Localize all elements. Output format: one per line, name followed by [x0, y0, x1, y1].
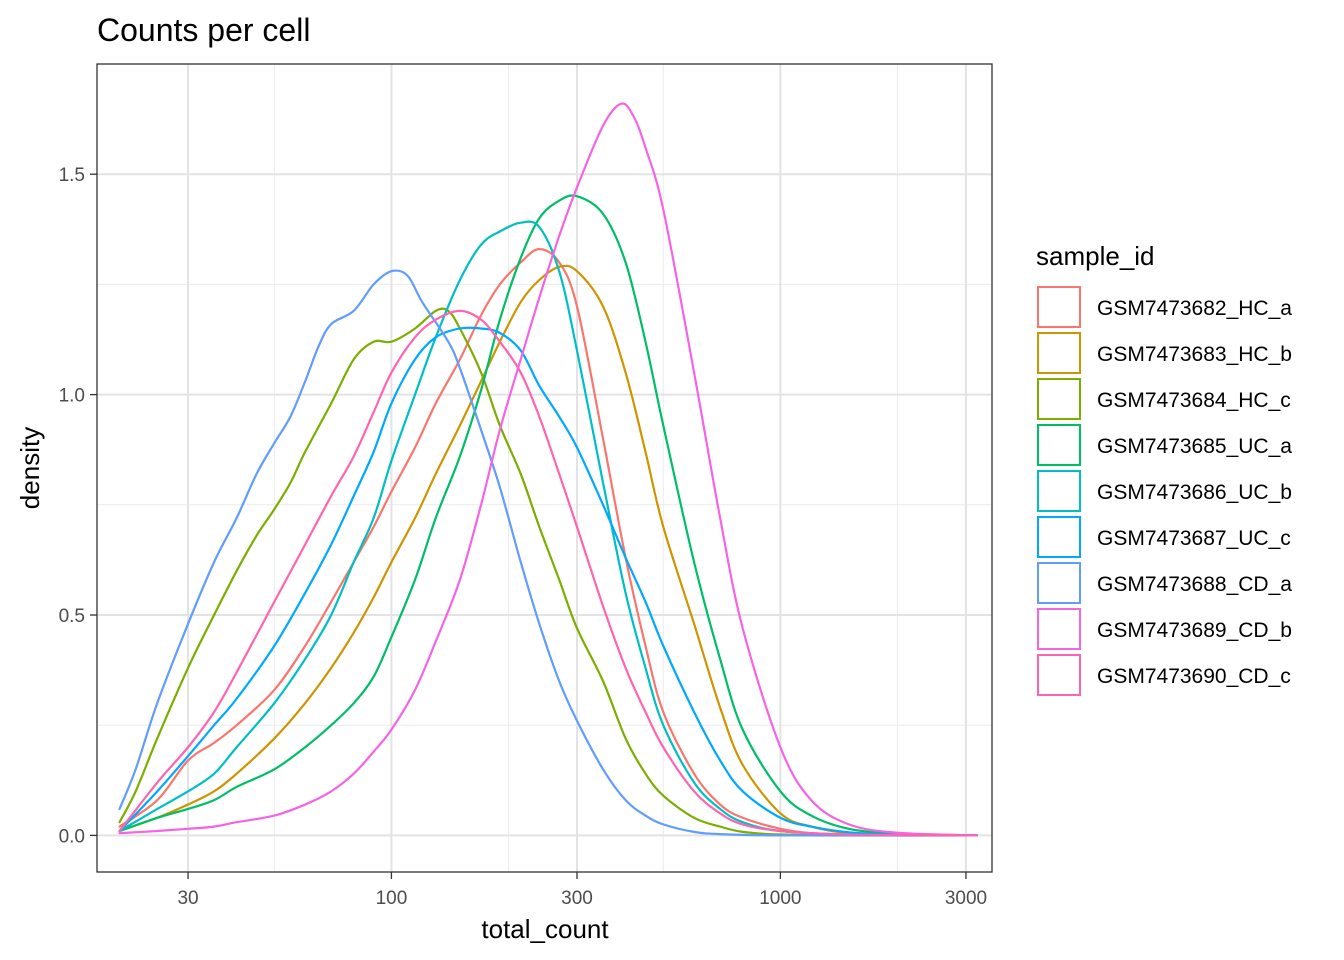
y-tick-label: 1.0 — [59, 386, 85, 407]
legend-item: GSM7473690_CD_c — [1037, 654, 1291, 696]
legend-item: GSM7473689_CD_b — [1037, 608, 1292, 650]
legend-label: GSM7473682_HC_a — [1097, 297, 1292, 320]
legend-item: GSM7473683_HC_b — [1037, 332, 1292, 374]
legend-key — [1037, 470, 1081, 512]
plot-background — [97, 64, 992, 872]
legend-key — [1037, 562, 1081, 604]
density-line-GSM7473690_CD_c — [118, 309, 978, 837]
density-line-GSM7473683_HC_b — [118, 264, 978, 837]
x-tick-label: 300 — [561, 888, 593, 909]
legend-label: GSM7473683_HC_b — [1097, 343, 1292, 366]
y-tick-label: 1.5 — [59, 165, 85, 186]
legend-item: GSM7473688_CD_a — [1037, 562, 1292, 604]
y-axis-ticks: 0.0 0.5 1.0 1.5 — [59, 165, 97, 847]
legend-label: GSM7473684_HC_c — [1097, 389, 1291, 412]
y-tick-label: 0.0 — [59, 826, 85, 847]
x-tick-label: 3000 — [945, 888, 987, 909]
density-line-GSM7473689_CD_b — [118, 102, 978, 837]
plot-panel — [96, 63, 993, 873]
x-tick-label: 1000 — [759, 888, 801, 909]
legend-label: GSM7473688_CD_a — [1097, 573, 1292, 596]
y-tick-label: 0.5 — [59, 606, 85, 627]
legend-key — [1037, 608, 1081, 650]
legend-key — [1037, 332, 1081, 374]
density-line-GSM7473685_UC_a — [118, 194, 978, 837]
legend-key — [1037, 424, 1081, 466]
legend-key — [1037, 286, 1081, 328]
x-tick-label: 30 — [177, 888, 198, 909]
plot-border — [96, 63, 993, 873]
legend: sample_id GSM7473682_HC_a GSM7473683_HC_b… — [1036, 241, 1292, 696]
y-axis-label: density — [15, 427, 45, 509]
x-axis-ticks: 30 100 300 1000 3000 — [177, 872, 987, 909]
legend-item: GSM7473685_UC_a — [1037, 424, 1292, 466]
chart-title: Counts per cell — [97, 12, 310, 48]
legend-key — [1037, 378, 1081, 420]
density-line-GSM7473687_UC_c — [118, 326, 978, 837]
legend-label: GSM7473686_UC_b — [1097, 481, 1292, 504]
legend-label: GSM7473690_CD_c — [1097, 665, 1291, 688]
x-axis-label: total_count — [481, 914, 609, 944]
density-line-GSM7473684_HC_c — [118, 307, 978, 837]
legend-label: GSM7473685_UC_a — [1097, 435, 1292, 458]
density-line-GSM7473686_UC_b — [118, 220, 978, 837]
density-line-GSM7473688_CD_a — [118, 269, 978, 837]
legend-item: GSM7473682_HC_a — [1037, 286, 1292, 328]
legend-key — [1037, 516, 1081, 558]
legend-item: GSM7473687_UC_c — [1037, 516, 1291, 558]
density-lines — [118, 102, 978, 837]
legend-key — [1037, 654, 1081, 696]
x-tick-label: 100 — [376, 888, 408, 909]
legend-title: sample_id — [1036, 241, 1155, 271]
legend-item: GSM7473684_HC_c — [1037, 378, 1291, 420]
legend-label: GSM7473689_CD_b — [1097, 619, 1292, 642]
legend-label: GSM7473687_UC_c — [1097, 527, 1291, 550]
legend-item: GSM7473686_UC_b — [1037, 470, 1292, 512]
